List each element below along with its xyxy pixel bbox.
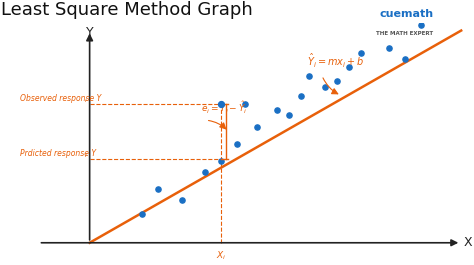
Text: $\hat{Y}_i = mx_i+ b$: $\hat{Y}_i = mx_i+ b$	[307, 52, 365, 70]
Point	[298, 94, 305, 98]
Point	[254, 125, 261, 129]
Text: cuemath: cuemath	[379, 9, 433, 19]
Text: Y: Y	[86, 26, 93, 39]
Text: THE MATH EXPERT: THE MATH EXPERT	[376, 30, 433, 36]
Point	[178, 198, 185, 202]
Point	[218, 102, 225, 106]
Text: i: i	[85, 98, 87, 103]
Text: Observed response Y: Observed response Y	[20, 94, 101, 103]
Point	[401, 57, 409, 61]
Text: X: X	[464, 236, 472, 249]
Text: $X_i$: $X_i$	[216, 250, 227, 262]
Point	[234, 142, 241, 146]
Point	[321, 85, 329, 89]
Point	[418, 23, 425, 27]
Point	[357, 51, 365, 55]
Point	[306, 74, 313, 78]
Text: $e_i = Y_i - \hat{Y}_i$: $e_i = Y_i - \hat{Y}_i$	[201, 100, 247, 116]
Point	[218, 158, 225, 163]
Point	[286, 113, 293, 118]
Text: Least Square Method Graph: Least Square Method Graph	[1, 1, 253, 19]
Point	[154, 187, 161, 191]
Point	[138, 212, 146, 217]
Point	[202, 170, 210, 174]
Point	[346, 65, 353, 69]
Point	[242, 102, 249, 106]
Text: i: i	[85, 153, 87, 158]
Point	[385, 45, 393, 50]
Point	[273, 108, 281, 112]
Text: Prdicted response Y: Prdicted response Y	[20, 149, 96, 158]
Point	[441, 0, 449, 4]
Point	[334, 79, 341, 83]
